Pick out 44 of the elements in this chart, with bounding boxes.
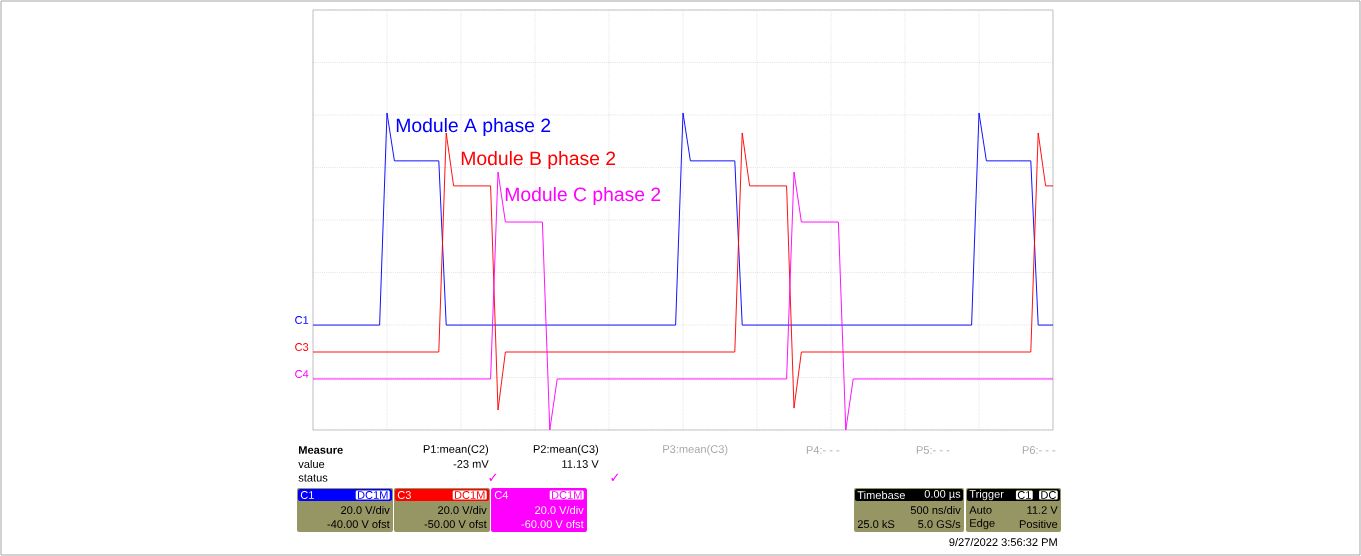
text: Positive <box>1019 519 1058 529</box>
text: DC <box>1041 491 1056 499</box>
text: 20.0 V/div <box>438 505 487 515</box>
text: C3 <box>397 491 411 499</box>
text: DC1M <box>454 491 485 499</box>
text: 11.13 V <box>562 460 599 468</box>
text: 20.0 V/div <box>341 505 390 515</box>
text: P6:- - - <box>1022 446 1056 454</box>
text: Timebase <box>857 490 905 500</box>
text: -23 mV <box>453 460 489 468</box>
text: 0.00 µs <box>924 489 961 501</box>
text: value <box>298 459 325 469</box>
text: Measure <box>299 446 343 454</box>
text: 25.0 kS <box>857 519 895 529</box>
text: DC1M <box>357 491 388 499</box>
series-label: Module C phase 2 <box>505 186 661 206</box>
text: ✓ <box>489 473 497 481</box>
text: C1 <box>295 316 309 324</box>
text: 20.0 V/div <box>535 505 584 515</box>
text: DC1M <box>551 491 582 499</box>
text: C3 <box>295 343 309 351</box>
text: 11.2 V <box>1027 506 1058 514</box>
text: status <box>298 474 328 482</box>
series-label: Module A phase 2 <box>396 117 551 137</box>
text: Trigger <box>969 489 1004 501</box>
text: 500 ns/div <box>910 505 961 515</box>
text: C1 <box>1017 491 1031 499</box>
text: P2:mean(C3) <box>533 444 599 456</box>
text: ✓ <box>611 473 619 481</box>
text: C4 <box>494 491 509 499</box>
text: C4 <box>295 370 309 378</box>
text: 9/27/2022 3:56:32 PM <box>949 537 1057 547</box>
text: Edge <box>970 518 995 530</box>
text: C1 <box>300 491 314 499</box>
text: P4:- - - <box>806 446 840 454</box>
text: -60.00 V ofst <box>521 519 584 529</box>
text: 5.0 GS/s <box>918 519 961 529</box>
text: -50.00 V ofst <box>424 519 487 529</box>
text: P1:mean(C2) <box>423 444 489 456</box>
text: -40.00 V ofst <box>327 519 390 529</box>
text: P5:- - - <box>916 446 950 454</box>
text: Auto <box>969 506 992 514</box>
series-label: Module B phase 2 <box>461 150 616 170</box>
text: P3:mean(C3) <box>663 444 728 456</box>
